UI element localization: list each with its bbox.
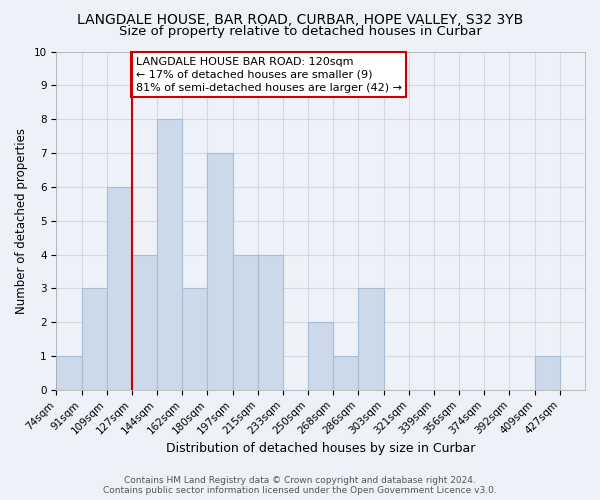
Bar: [107, 187, 132, 390]
Bar: [308, 322, 333, 390]
Bar: [358, 288, 383, 390]
Text: Contains HM Land Registry data © Crown copyright and database right 2024.
Contai: Contains HM Land Registry data © Crown c…: [103, 476, 497, 495]
Bar: [258, 254, 283, 390]
X-axis label: Distribution of detached houses by size in Curbar: Distribution of detached houses by size …: [166, 442, 475, 455]
Bar: [333, 356, 358, 390]
Bar: [208, 153, 233, 390]
Bar: [233, 254, 258, 390]
Bar: [132, 254, 157, 390]
Y-axis label: Number of detached properties: Number of detached properties: [15, 128, 28, 314]
Bar: [182, 288, 208, 390]
Text: Size of property relative to detached houses in Curbar: Size of property relative to detached ho…: [119, 25, 481, 38]
Text: LANGDALE HOUSE BAR ROAD: 120sqm
← 17% of detached houses are smaller (9)
81% of : LANGDALE HOUSE BAR ROAD: 120sqm ← 17% of…: [136, 56, 401, 93]
Bar: [157, 119, 182, 390]
Bar: [82, 288, 107, 390]
Bar: [535, 356, 560, 390]
Text: LANGDALE HOUSE, BAR ROAD, CURBAR, HOPE VALLEY, S32 3YB: LANGDALE HOUSE, BAR ROAD, CURBAR, HOPE V…: [77, 12, 523, 26]
Bar: [56, 356, 82, 390]
